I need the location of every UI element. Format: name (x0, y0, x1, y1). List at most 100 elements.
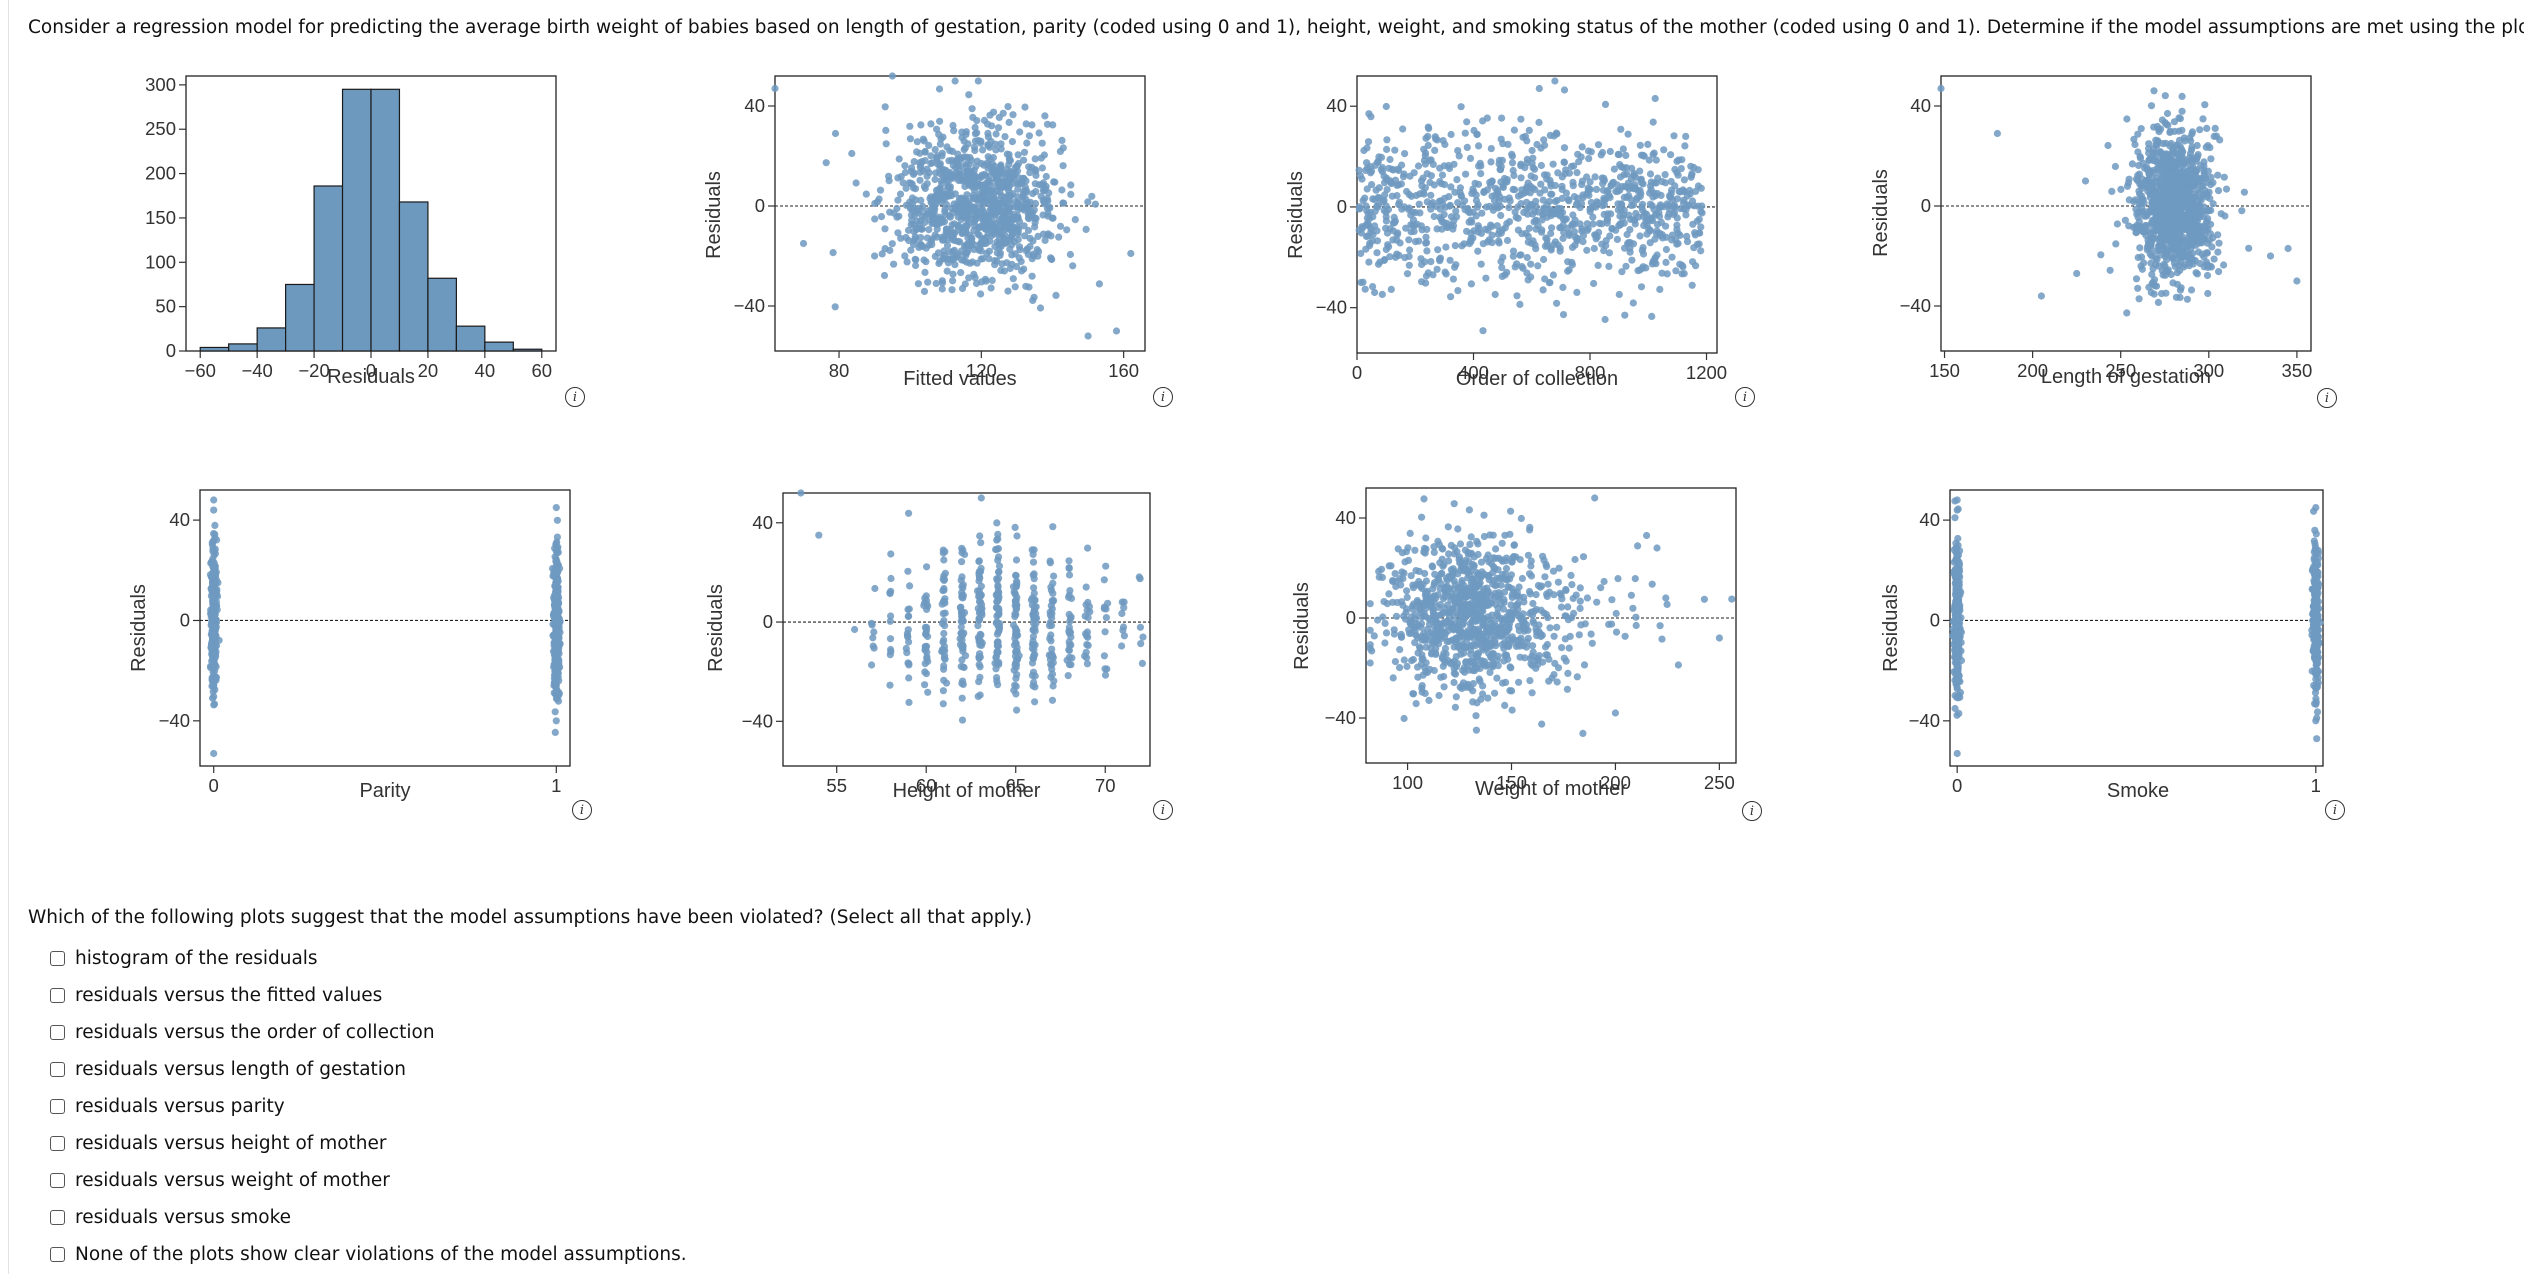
residual-point (1490, 203, 1498, 211)
residual-point (1695, 215, 1703, 223)
residual-point (1562, 189, 1570, 197)
residual-point (1554, 204, 1562, 212)
residual-point (1059, 162, 1067, 170)
x-axis-label: Height of mother (893, 780, 1041, 802)
residual-point (920, 287, 929, 295)
residual-point (2266, 252, 2275, 260)
residual-point (1014, 236, 1022, 244)
residual-point (996, 183, 1004, 191)
residual-point (2191, 207, 2199, 215)
residual-point (2184, 209, 2193, 217)
residual-point (978, 186, 986, 194)
residual-point (1545, 279, 1553, 287)
residual-point (1118, 609, 1126, 618)
residual-point (958, 716, 967, 724)
residual-point (899, 179, 907, 187)
residual-point (553, 687, 561, 695)
residual-point (1658, 178, 1666, 186)
residual-point (2106, 266, 2114, 274)
residual-point (1136, 623, 1144, 631)
residual-point (1511, 208, 1519, 216)
residual-point (1663, 600, 1671, 608)
residual-point (2147, 238, 2156, 246)
residual-point (975, 678, 983, 686)
y-tick-label: 0 (180, 609, 190, 630)
residual-point (2150, 123, 2158, 131)
residual-point (917, 121, 925, 129)
residual-point (1373, 249, 1381, 257)
residual-point (1537, 161, 1545, 170)
residual-point (994, 553, 1003, 561)
residual-point (936, 169, 944, 178)
residual-point (1697, 247, 1705, 255)
residual-point (1403, 587, 1411, 595)
residual-point (1491, 290, 1499, 299)
residual-point (1551, 238, 1559, 246)
histogram-bar (398, 201, 429, 352)
residual-point (1039, 196, 1047, 204)
residual-point (2178, 107, 2186, 115)
residual-point (1084, 332, 1092, 340)
residual-point (1358, 175, 1366, 183)
residual-point (1058, 186, 1066, 194)
residual-point (1504, 140, 1512, 148)
residual-point (1011, 523, 1019, 531)
residual-point (977, 598, 985, 606)
residual-point (1694, 166, 1702, 174)
residual-point (1056, 222, 1065, 230)
residual-point (997, 266, 1005, 274)
residual-point (1525, 126, 1533, 134)
residual-point (1487, 158, 1495, 166)
y-tick-label: 250 (145, 118, 176, 139)
residual-point (881, 225, 889, 233)
residual-point (1607, 181, 1615, 189)
residual-point (1583, 594, 1591, 602)
residual-point (2192, 172, 2200, 180)
x-tick-label: −40 (241, 360, 272, 381)
y-tick-label: 40 (1335, 507, 1356, 528)
residual-point (988, 276, 996, 284)
residual-point (1086, 608, 1094, 616)
residual-point (976, 653, 984, 661)
residual-point (925, 141, 933, 149)
residual-point (1589, 220, 1597, 228)
residual-point (1667, 177, 1675, 186)
residual-point (1450, 643, 1458, 651)
residual-point (1014, 151, 1022, 159)
residual-point (960, 146, 968, 154)
residual-point (1055, 233, 1063, 241)
residual-point (1538, 720, 1546, 728)
residual-point (1101, 665, 1109, 673)
residual-point (984, 186, 992, 194)
residual-point (2147, 102, 2156, 110)
residual-point (908, 206, 916, 214)
residual-point (987, 203, 995, 212)
residual-point (2160, 167, 2168, 175)
residual-point (993, 647, 1001, 656)
residual-point (936, 140, 944, 148)
plot-height: −40 0 40 55 60 65 70 Height of mother Residuals (673, 483, 1180, 836)
x-tick-label: 70 (1095, 775, 1116, 796)
residual-point (931, 195, 939, 203)
residual-point (1544, 580, 1552, 588)
residual-point (1539, 286, 1547, 294)
residual-point (1501, 271, 1509, 279)
residual-point (895, 155, 903, 163)
residual-point (1450, 160, 1458, 168)
residual-point (1626, 248, 1634, 256)
residual-point (1482, 225, 1490, 233)
residual-point (949, 277, 957, 285)
residual-point (921, 660, 929, 668)
y-tick-label: −40 (734, 295, 765, 316)
residual-point (1629, 299, 1637, 307)
residual-point (962, 130, 970, 138)
residual-point (1509, 247, 1518, 255)
residual-point (553, 645, 562, 653)
residual-point (1020, 156, 1028, 164)
y-axis-label: Residuals (1870, 169, 1892, 257)
residual-point (1004, 287, 1012, 295)
residual-point (1668, 253, 1676, 261)
residual-point (1679, 263, 1687, 271)
residual-point (880, 271, 889, 280)
residual-point (1621, 311, 1629, 319)
